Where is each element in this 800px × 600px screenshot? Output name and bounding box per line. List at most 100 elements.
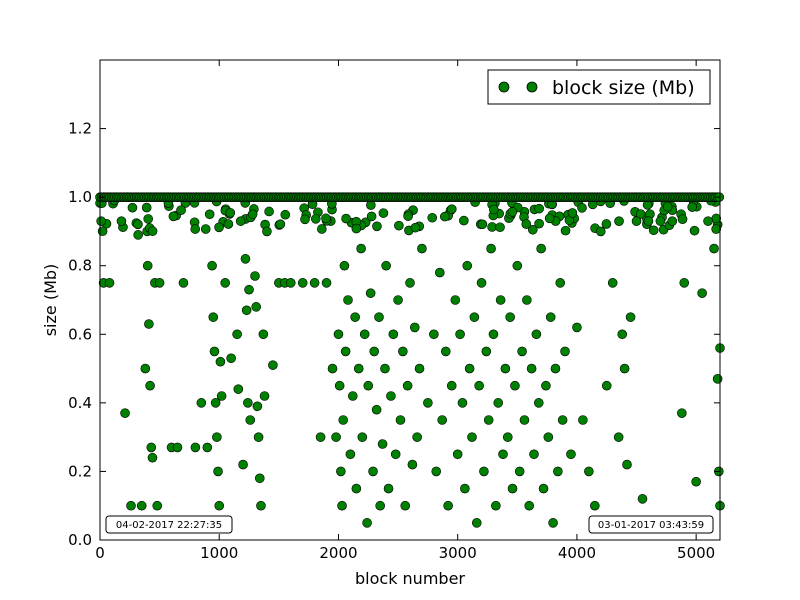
data-point [560, 346, 570, 357]
data-point [543, 432, 554, 442]
data-point [127, 202, 138, 213]
data-point [410, 222, 421, 233]
data-point [412, 432, 422, 442]
data-point [368, 466, 378, 477]
data-point [648, 225, 659, 236]
data-point [209, 346, 220, 357]
data-point [474, 380, 484, 391]
timestamp-right-label: 03-01-2017 03:43:59 [598, 520, 704, 531]
data-point [393, 295, 403, 305]
data-point [667, 216, 678, 226]
y-tick-label: 0.4 [68, 394, 92, 412]
data-point [544, 213, 555, 224]
data-point [489, 204, 499, 215]
data-point [381, 260, 391, 271]
data-point [317, 224, 327, 234]
data-point [491, 500, 501, 511]
data-point [437, 415, 447, 425]
data-point [595, 226, 606, 237]
data-point [245, 415, 256, 425]
data-point [372, 221, 382, 232]
data-point [200, 224, 211, 234]
data-point [145, 380, 155, 391]
data-point [613, 432, 624, 442]
data-point [439, 211, 450, 222]
data-point [403, 211, 413, 221]
data-point [517, 346, 527, 357]
data-point [377, 439, 388, 449]
data-point [578, 415, 588, 425]
data-point [343, 295, 353, 305]
data-point [560, 225, 571, 236]
data-point [505, 312, 515, 322]
data-point [374, 312, 384, 322]
data-point [215, 356, 226, 367]
data-point [446, 204, 457, 214]
data-point [341, 213, 351, 224]
data-point [300, 214, 310, 225]
data-point [96, 216, 106, 226]
data-point [146, 442, 157, 453]
data-point [526, 363, 537, 374]
data-point [254, 473, 265, 484]
data-point [190, 442, 201, 453]
data-point [527, 224, 538, 235]
data-point [507, 207, 518, 217]
data-point [116, 216, 127, 226]
data-point [378, 208, 389, 218]
data-point [380, 363, 390, 374]
data-point [471, 518, 482, 528]
data-point [133, 219, 143, 230]
data-point [176, 205, 186, 215]
data-point [196, 398, 207, 408]
x-tick-label: 4000 [558, 544, 596, 562]
data-point [375, 500, 385, 511]
data-point [321, 278, 332, 288]
data-point [394, 220, 404, 231]
data-point [359, 329, 370, 340]
data-point [104, 278, 115, 288]
data-point [567, 208, 578, 218]
data-point [524, 500, 535, 511]
data-point [590, 500, 600, 511]
data-point [625, 312, 636, 322]
data-point [400, 500, 411, 511]
data-point [259, 391, 270, 401]
data-point [498, 449, 508, 460]
data-point [154, 278, 165, 288]
data-point [483, 415, 494, 425]
data-point [147, 452, 158, 463]
data-point [353, 363, 364, 374]
data-point [252, 401, 263, 412]
data-point [214, 500, 225, 511]
data-point [388, 329, 399, 340]
data-point [534, 203, 545, 214]
data-point [208, 312, 219, 322]
data-points [95, 192, 725, 528]
data-point [350, 312, 360, 322]
axis-ticks: 0 1000 2000 3000 4000 5000 0.0 0.2 0.4 0.6 0.8 1.0 1… [68, 60, 720, 562]
data-point [225, 208, 236, 218]
data-point [262, 226, 272, 237]
data-point [351, 483, 362, 494]
data-point [398, 346, 408, 357]
timestamp-left: 04-02-2017 22:27:35 [105, 515, 233, 534]
data-point [143, 214, 153, 224]
data-point [141, 202, 152, 213]
data-point [365, 288, 376, 298]
data-point [435, 267, 445, 278]
data-point [386, 391, 396, 401]
data-point [331, 432, 341, 442]
timestamp-left-box [105, 515, 233, 534]
data-point [703, 216, 713, 226]
data-point [536, 243, 546, 254]
timestamp-right-box [588, 515, 714, 534]
data-point [637, 494, 648, 504]
data-point [584, 466, 594, 477]
data-point [120, 408, 130, 418]
x-tick-label: 5000 [677, 544, 715, 562]
data-point [258, 329, 269, 340]
data-point [457, 398, 468, 408]
y-tick-label: 0.8 [68, 257, 92, 275]
legend: block size (Mb) [487, 69, 711, 105]
